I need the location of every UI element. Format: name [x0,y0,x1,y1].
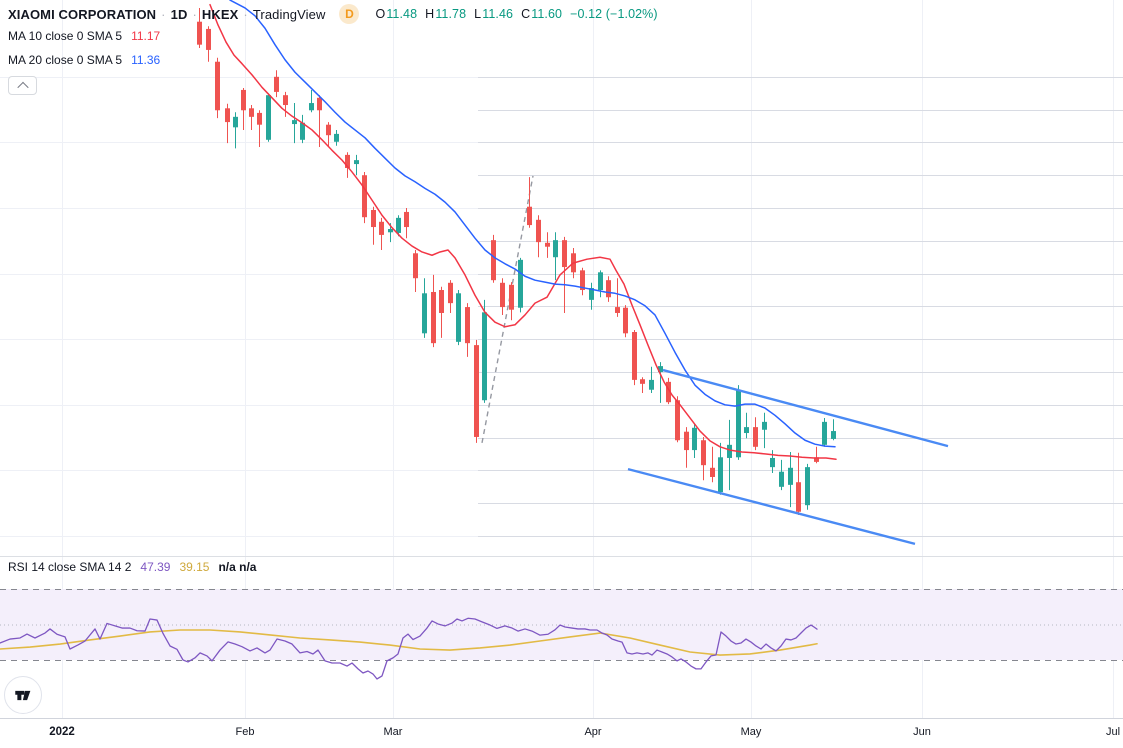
rsi-band [0,589,1123,660]
time-axis[interactable]: 2022 Feb Mar Apr May Jun Jul [0,719,1123,748]
ma10-value: 11.17 [131,29,161,43]
collapse-legend-button[interactable] [8,76,37,95]
tradingview-logo[interactable] [4,676,42,714]
rsi-sma-line [0,629,818,656]
trend-dashed-line [481,175,534,443]
time-axis-label: Apr [584,726,602,738]
close-value: 11.60 [531,7,563,21]
channel-upper-line [662,368,949,448]
close-label: C [521,7,531,21]
rsi-sma-value: 39.15 [179,560,210,574]
platform-label[interactable]: TradingView [252,6,326,22]
open-value: 11.48 [386,7,418,21]
ma20-line [229,0,836,448]
ohlc-readout: O 11.48 H 11.78 L 11.46 C 11.60 −0.12 (−… [375,7,657,21]
title-separator: · [243,6,248,22]
high-value: 11.78 [435,7,467,21]
high-label: H [425,7,435,21]
candlestick-series [197,7,836,516]
rsi-na-value: n/a n/a [218,560,257,574]
rsi-line [0,617,818,680]
time-axis-label: 2022 [49,726,75,738]
symbol-title[interactable]: XIAOMI CORPORATION · 1D · HKEX · Trading… [8,4,658,24]
time-axis-label: Mar [383,726,403,738]
title-separator: · [192,6,197,22]
open-label: O [375,7,386,21]
ma20-value: 11.36 [131,53,161,67]
rsi-value: 47.39 [140,560,171,574]
time-axis-label: Jun [913,726,931,738]
time-axis-label: Jul [1105,726,1121,738]
change-value: −0.12 (−1.02%) [570,7,658,21]
title-separator: · [161,6,166,22]
interval-label[interactable]: 1D [170,6,188,22]
ma10-legend[interactable]: MA 10 close 0 SMA 5 11.17 [8,29,160,43]
tradingview-logo-icon [15,690,31,701]
exchange-label: HKEX [201,6,239,22]
interval-badge[interactable]: D [339,4,360,24]
rsi-label: RSI 14 close SMA 14 2 [8,560,132,574]
ma20-legend[interactable]: MA 20 close 0 SMA 5 11.36 [8,53,160,67]
channel-lower-line [627,467,916,546]
low-label: L [474,7,482,21]
time-axis-label: Feb [235,726,255,738]
chevron-up-icon [16,81,29,93]
symbol-name[interactable]: XIAOMI CORPORATION [8,6,157,22]
ma10-label: MA 10 close 0 SMA 5 [8,29,123,43]
time-axis-label: May [740,726,762,738]
ma20-label: MA 20 close 0 SMA 5 [8,53,123,67]
rsi-legend[interactable]: RSI 14 close SMA 14 2 47.39 39.15 n/a n/… [8,560,256,574]
ma10-line [209,3,837,461]
low-value: 11.46 [482,7,514,21]
